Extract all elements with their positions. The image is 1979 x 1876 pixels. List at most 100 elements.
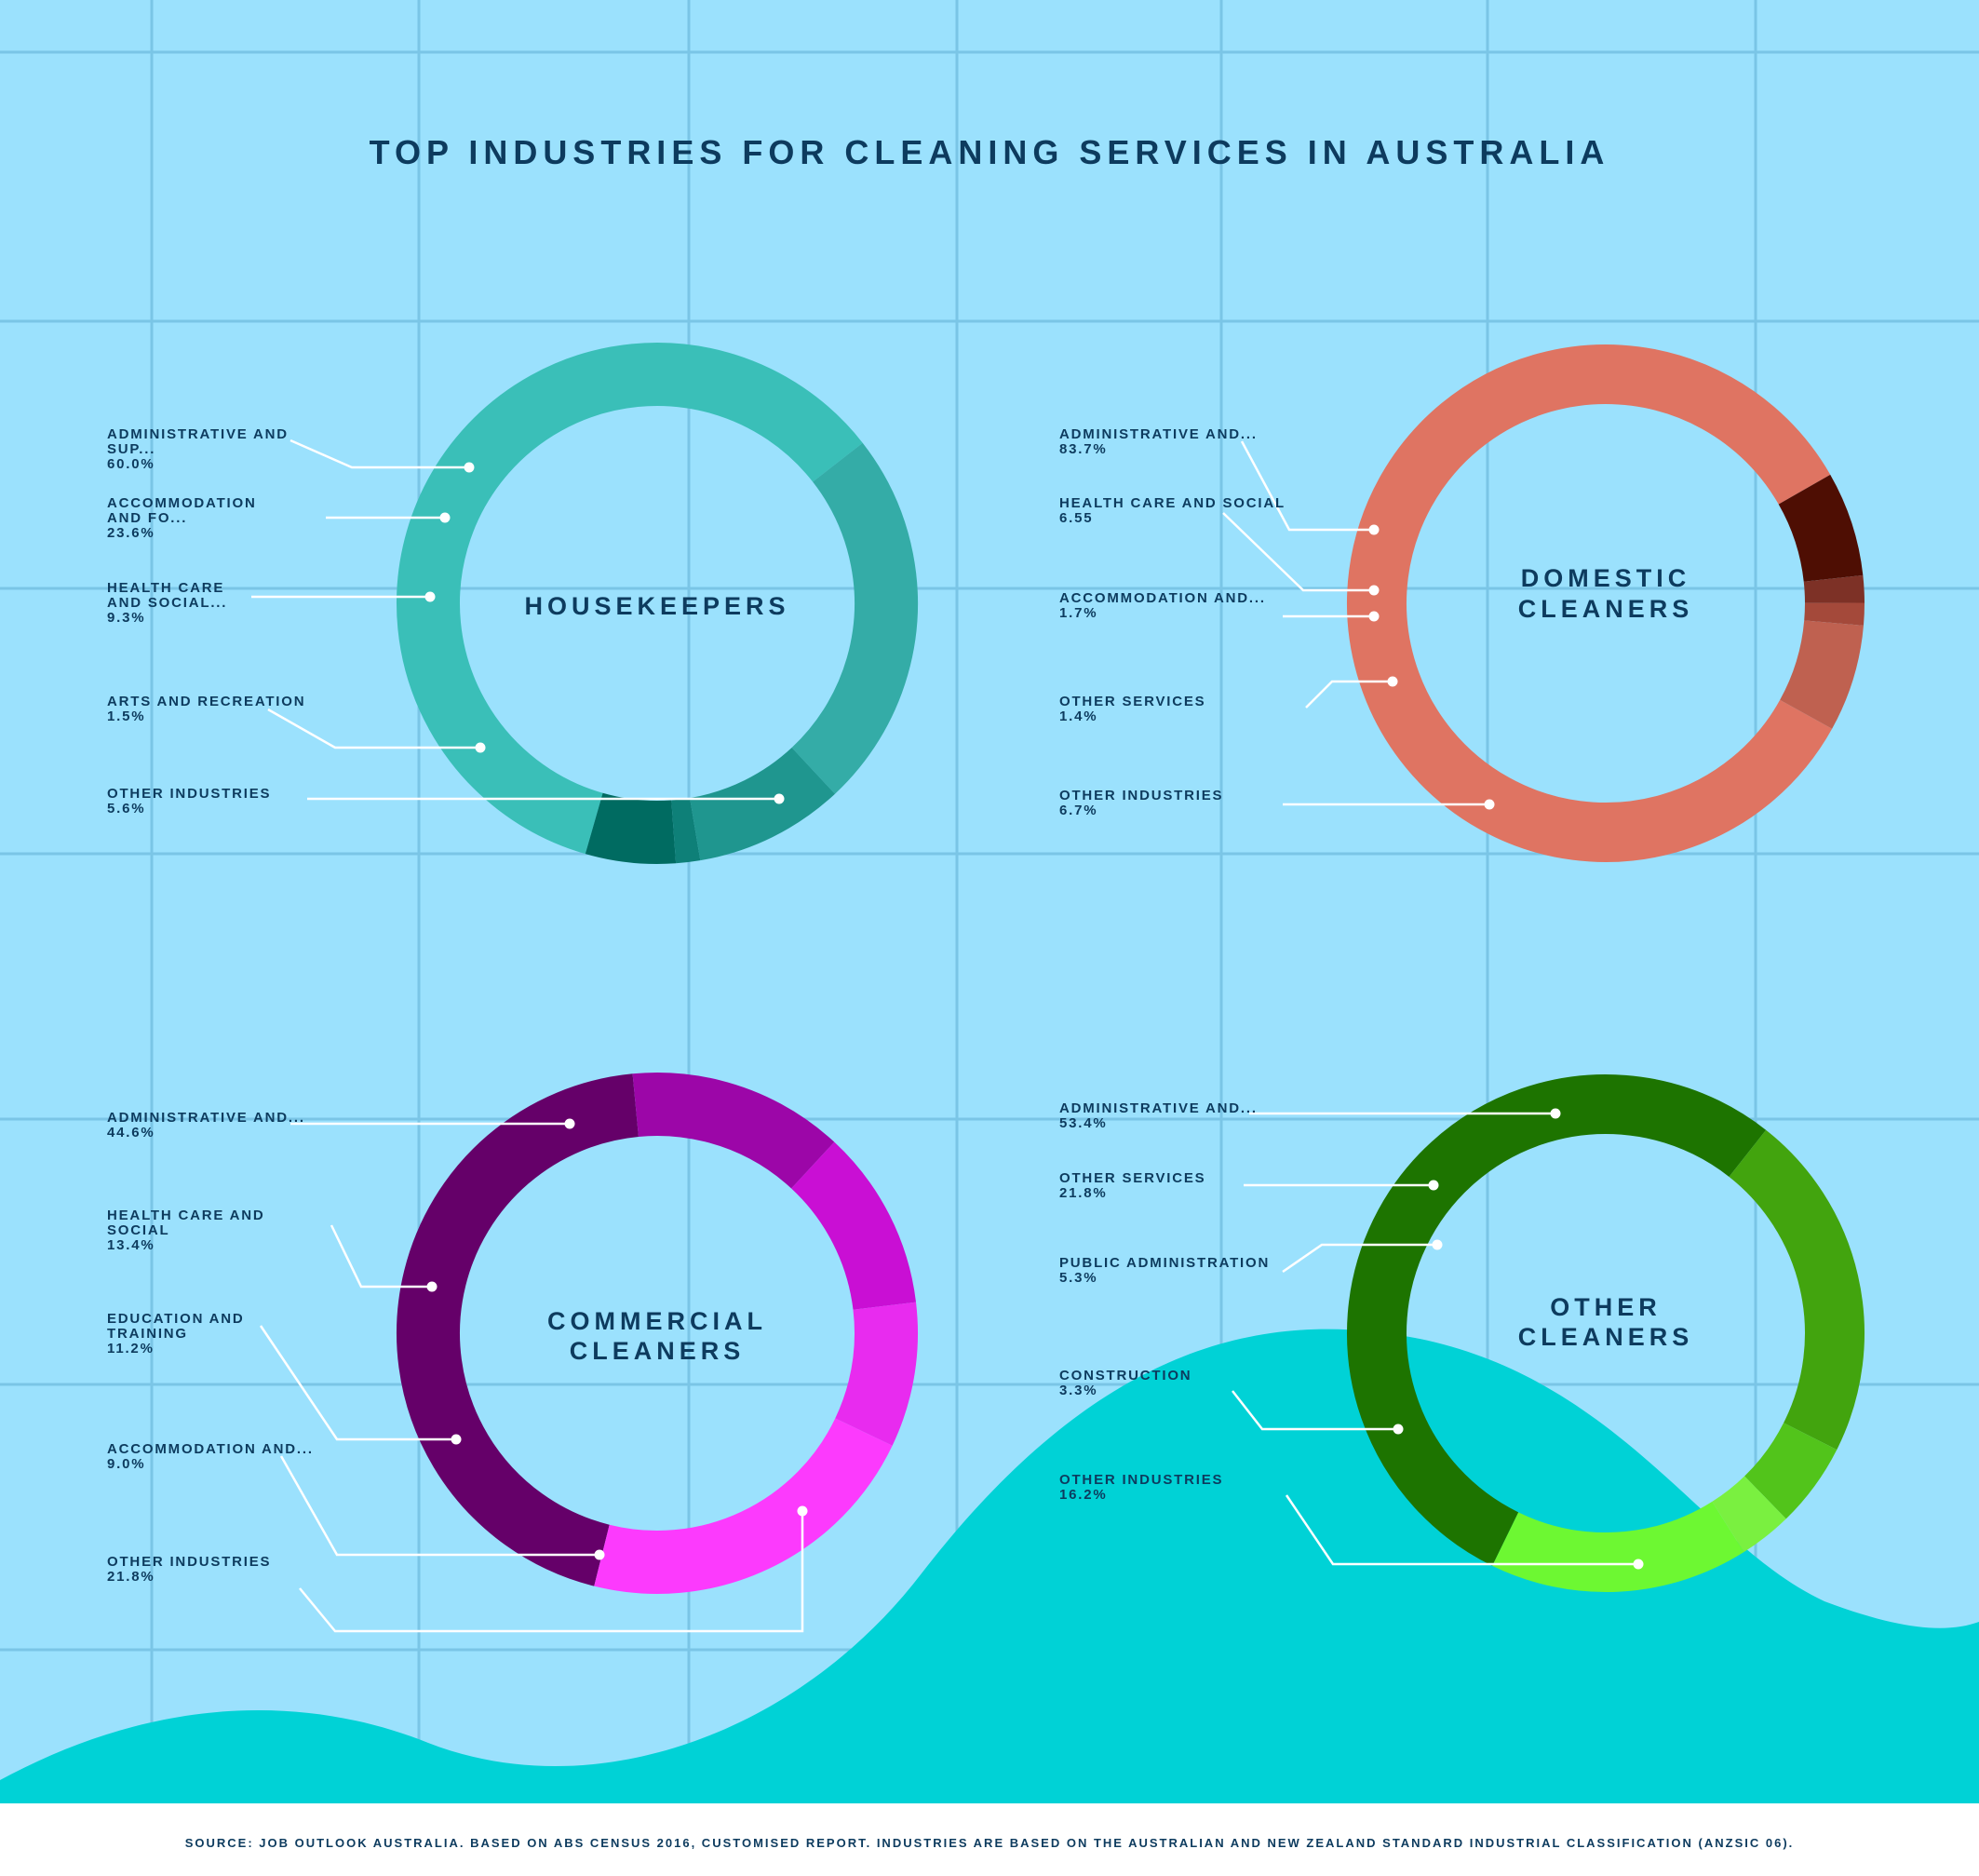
leader-dot bbox=[1484, 799, 1495, 810]
donut-title: CLEANERS bbox=[570, 1337, 746, 1365]
leader-line bbox=[1232, 1390, 1398, 1431]
slice-label: AND SOCIAL... bbox=[107, 595, 227, 611]
footer bbox=[0, 1803, 1979, 1876]
donut-title: COMMERCIAL bbox=[547, 1307, 767, 1335]
slice-value-label: 9.0% bbox=[107, 1456, 145, 1472]
donut-slice bbox=[1347, 344, 1865, 862]
slice-label: ADMINISTRATIVE AND... bbox=[1059, 426, 1258, 442]
slice-value-label: 44.6% bbox=[107, 1125, 155, 1140]
leader-line bbox=[289, 439, 469, 469]
donut-title: OTHER bbox=[1550, 1293, 1662, 1321]
slice-label: OTHER INDUSTRIES bbox=[107, 1554, 271, 1570]
slice-value-label: 53.4% bbox=[1059, 1115, 1108, 1131]
donut-title: CLEANERS bbox=[1518, 595, 1694, 623]
slice-label: SOCIAL bbox=[107, 1222, 169, 1238]
leader-line bbox=[279, 1455, 599, 1557]
donut-slice bbox=[1347, 1074, 1865, 1592]
slice-label: HEALTH CARE bbox=[107, 580, 224, 596]
slice-value-label: 13.4% bbox=[107, 1237, 155, 1253]
slice-label: ACCOMMODATION AND... bbox=[107, 1441, 314, 1457]
slice-label: ACCOMMODATION AND... bbox=[1059, 590, 1266, 606]
donut-title: DOMESTIC bbox=[1521, 564, 1691, 592]
slice-value-label: 83.7% bbox=[1059, 441, 1108, 457]
leader-dot bbox=[1368, 585, 1380, 596]
slice-value-label: 5.3% bbox=[1059, 1270, 1097, 1286]
donut-chart: DOMESTIC CLEANERS ADMINISTRATIVE AND...83.… bbox=[1059, 344, 1865, 862]
donut-charts: HOUSEKEEPERS ADMINISTRATIVE ANDSUP...60.0… bbox=[107, 343, 1865, 1633]
slice-label: ARTS AND RECREATION bbox=[107, 694, 305, 709]
leader-dot bbox=[1428, 1180, 1439, 1191]
leader-dot bbox=[797, 1505, 808, 1517]
leader-line bbox=[299, 1511, 804, 1633]
slice-label: CONSTRUCTION bbox=[1059, 1368, 1191, 1383]
slice-value-label: 1.7% bbox=[1059, 605, 1097, 621]
slice-label: ACCOMMODATION bbox=[107, 495, 257, 511]
leader-dot bbox=[1393, 1424, 1404, 1435]
donut-slice bbox=[397, 1073, 918, 1594]
leader-dot bbox=[464, 462, 475, 473]
slice-label: OTHER SERVICES bbox=[1059, 694, 1205, 709]
slice-value-label: 60.0% bbox=[107, 456, 155, 472]
slice-value-label: 5.6% bbox=[107, 801, 145, 817]
slice-value-label: 1.4% bbox=[1059, 709, 1097, 724]
leader-dot bbox=[1368, 611, 1380, 622]
slice-value-label: 21.8% bbox=[1059, 1185, 1108, 1201]
slice-label: HEALTH CARE AND bbox=[107, 1208, 265, 1223]
leader-line bbox=[1285, 1494, 1638, 1566]
slice-label: OTHER SERVICES bbox=[1059, 1170, 1205, 1186]
slice-label: TRAINING bbox=[107, 1326, 188, 1342]
leader-line bbox=[330, 1224, 432, 1289]
slice-value-label: 1.5% bbox=[107, 709, 145, 724]
slice-label: OTHER INDUSTRIES bbox=[1059, 1472, 1223, 1488]
slice-label: ADMINISTRATIVE AND bbox=[107, 426, 289, 442]
slice-label: EDUCATION AND bbox=[107, 1311, 245, 1327]
leader-dot bbox=[1550, 1108, 1561, 1119]
leader-dot bbox=[774, 793, 785, 804]
donut-slice bbox=[396, 343, 918, 864]
slice-label: AND FO... bbox=[107, 510, 187, 526]
slice-label: OTHER INDUSTRIES bbox=[1059, 788, 1223, 803]
slice-label: HEALTH CARE AND SOCIAL bbox=[1059, 495, 1286, 511]
leader-dot bbox=[1368, 524, 1380, 535]
slice-value-label: 6.55 bbox=[1059, 510, 1093, 526]
source-note: SOURCE: JOB OUTLOOK AUSTRALIA. BASED ON … bbox=[184, 1836, 1795, 1850]
leader-dot bbox=[594, 1549, 605, 1560]
slice-value-label: 23.6% bbox=[107, 525, 155, 541]
slice-label: ADMINISTRATIVE AND... bbox=[1059, 1100, 1258, 1116]
donut-slice bbox=[397, 1073, 918, 1594]
donut-slice bbox=[396, 343, 918, 864]
donut-title: HOUSEKEEPERS bbox=[524, 592, 789, 620]
leader-dot bbox=[564, 1118, 575, 1129]
leader-dot bbox=[1633, 1559, 1644, 1570]
leader-line bbox=[1305, 680, 1393, 709]
donut-chart: HOUSEKEEPERS ADMINISTRATIVE ANDSUP...60.0… bbox=[107, 343, 918, 864]
slice-value-label: 16.2% bbox=[1059, 1487, 1108, 1503]
leader-dot bbox=[1387, 676, 1398, 687]
slice-label: ADMINISTRATIVE AND... bbox=[107, 1110, 305, 1126]
leader-dot bbox=[451, 1434, 462, 1445]
leader-dot bbox=[426, 1281, 438, 1292]
slice-label: SUP... bbox=[107, 441, 155, 457]
leader-dot bbox=[1432, 1239, 1443, 1250]
slice-value-label: 21.8% bbox=[107, 1569, 155, 1585]
leader-line bbox=[1282, 1243, 1437, 1274]
leader-line bbox=[1222, 512, 1374, 592]
slice-value-label: 11.2% bbox=[107, 1341, 155, 1356]
slice-value-label: 9.3% bbox=[107, 610, 145, 626]
leader-dot bbox=[439, 512, 451, 523]
leader-line bbox=[259, 1325, 456, 1441]
slice-value-label: 3.3% bbox=[1059, 1383, 1097, 1398]
leader-line bbox=[267, 708, 480, 749]
leader-line bbox=[1240, 440, 1374, 532]
leader-dot bbox=[424, 591, 436, 602]
donut-title: CLEANERS bbox=[1518, 1323, 1694, 1351]
background-wave bbox=[0, 1329, 1979, 1803]
slice-label: OTHER INDUSTRIES bbox=[107, 786, 271, 802]
slice-label: PUBLIC ADMINISTRATION bbox=[1059, 1255, 1270, 1271]
leader-dot bbox=[475, 742, 486, 753]
slice-value-label: 6.7% bbox=[1059, 803, 1097, 818]
donut-slice bbox=[1347, 1074, 1865, 1592]
